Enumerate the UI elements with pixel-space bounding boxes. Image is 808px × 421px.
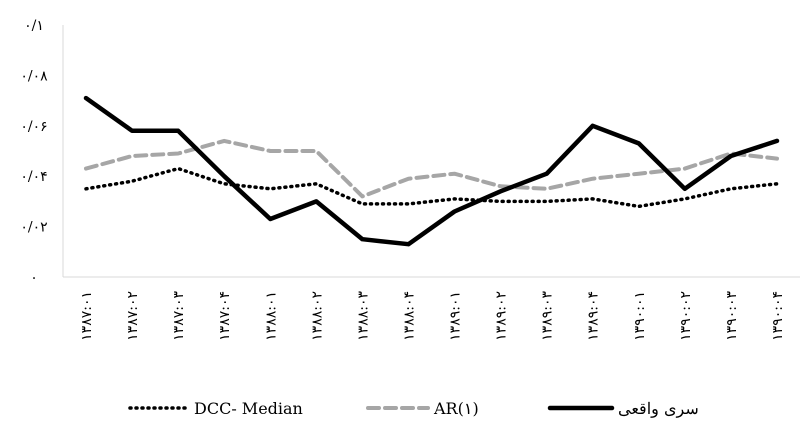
x-tick-label: ۱۳۹۰:۰۳ (724, 291, 740, 341)
x-tick-label: ۱۳۹۰:۰۱ (632, 291, 648, 341)
series-line-1 (84, 138, 779, 199)
x-tick-labels: ۱۳۸۷:۰۱ ۱۳۸۷:۰۲ ۱۳۸۷:۰۳ ۱۳۸۷:۰۴ ۱۳۸۸:۰۱ ۱۳۸۸:… (79, 291, 786, 341)
x-tick-label: ۱۳۹۰:۰۲ (678, 291, 694, 341)
x-tick-label: ۱۳۸۹:۰۲ (494, 291, 510, 341)
x-tick-label: ۱۳۹۰:۰۴ (770, 291, 786, 341)
x-tick-label: ۱۳۸۹:۰۴ (586, 291, 602, 341)
y-tick-label: ۰ (30, 270, 38, 286)
y-tick-label: ۰/۰۴ (20, 169, 47, 185)
x-tick-label: ۱۳۸۸:۰۴ (401, 291, 417, 341)
y-tick-label: ۰/۰۲ (20, 220, 47, 236)
legend-label-2: سری واقعی (618, 399, 699, 418)
x-tick-label: ۱۳۸۷:۰۲ (125, 291, 141, 341)
series-line-2 (83, 95, 780, 247)
legend: DCC- Median AR(۱) سری واقعی (128, 399, 699, 418)
x-tick-label: ۱۳۸۸:۰۳ (355, 291, 371, 341)
x-tick-label: ۱۳۸۷:۰۳ (171, 291, 187, 341)
y-tick-label: ۰/۰۸ (20, 68, 48, 84)
series-line-0 (84, 166, 779, 209)
x-tick-label: ۱۳۸۹:۰۳ (540, 291, 556, 341)
y-tick-label: ۰/۰۶ (20, 119, 47, 135)
x-tick-label: ۱۳۸۸:۰۱ (263, 291, 279, 341)
legend-label-0: DCC- Median (194, 399, 303, 418)
x-tick-label: ۱۳۸۷:۰۴ (217, 291, 233, 341)
x-tick-label: ۱۳۸۸:۰۲ (309, 291, 325, 341)
y-tick-labels: ۰ ۰/۰۲ ۰/۰۴ ۰/۰۶ ۰/۰۸ ۰/۱ (20, 18, 48, 286)
y-tick-label: ۰/۱ (24, 18, 44, 34)
x-tick-label: ۱۳۸۹:۰۱ (448, 291, 464, 341)
series-lines (83, 95, 780, 247)
legend-label-1: AR(۱) (433, 399, 479, 418)
x-tick-label: ۱۳۸۷:۰۱ (79, 291, 95, 341)
